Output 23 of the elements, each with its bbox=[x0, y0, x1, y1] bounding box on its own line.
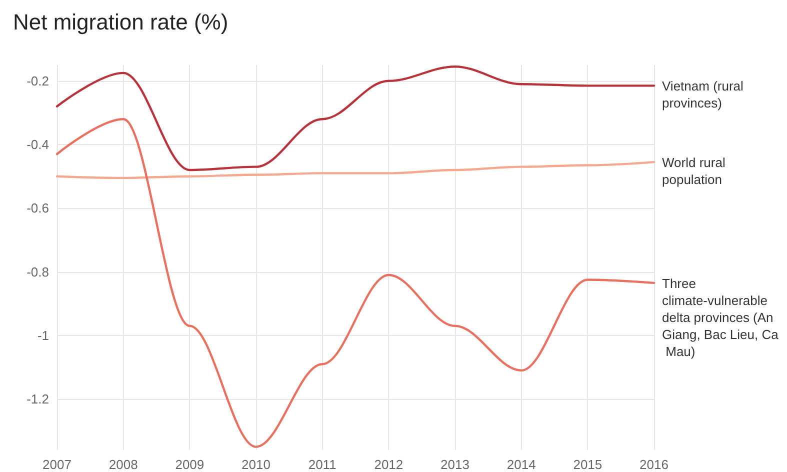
x-tick-label: 2015 bbox=[573, 457, 602, 472]
x-tick-label: 2009 bbox=[175, 457, 204, 472]
x-tick-label: 2010 bbox=[242, 457, 270, 472]
series-label: World rural population bbox=[662, 155, 729, 188]
y-tick-label: -0.8 bbox=[26, 264, 49, 280]
line-series bbox=[56, 118, 656, 448]
y-tick-label: -0.2 bbox=[26, 73, 49, 88]
x-tick-label: 2014 bbox=[506, 457, 536, 472]
x-tick-label: 2016 bbox=[640, 457, 668, 472]
y-tick-label: -0.6 bbox=[26, 200, 49, 216]
x-tick-label: 2011 bbox=[308, 457, 336, 472]
series-label: Vietnam (rural provinces) bbox=[662, 78, 748, 111]
series-label: Three climate-vulnerable delta provinces (An Giang, Bac Lieu, Ca Mau) bbox=[662, 276, 780, 359]
y-tick-label: -0.4 bbox=[26, 137, 49, 152]
x-tick-label: 2012 bbox=[374, 457, 404, 472]
line-series bbox=[56, 160, 656, 180]
x-tick-label: 2008 bbox=[108, 457, 138, 472]
y-tick-label: -1.2 bbox=[26, 392, 49, 407]
chart-title: Net migration rate (%) bbox=[13, 10, 228, 34]
x-tick-label: 2013 bbox=[440, 457, 470, 472]
y-tick-label: -1 bbox=[37, 328, 49, 343]
x-tick-label: 2007 bbox=[42, 457, 72, 472]
line-series bbox=[56, 65, 656, 172]
